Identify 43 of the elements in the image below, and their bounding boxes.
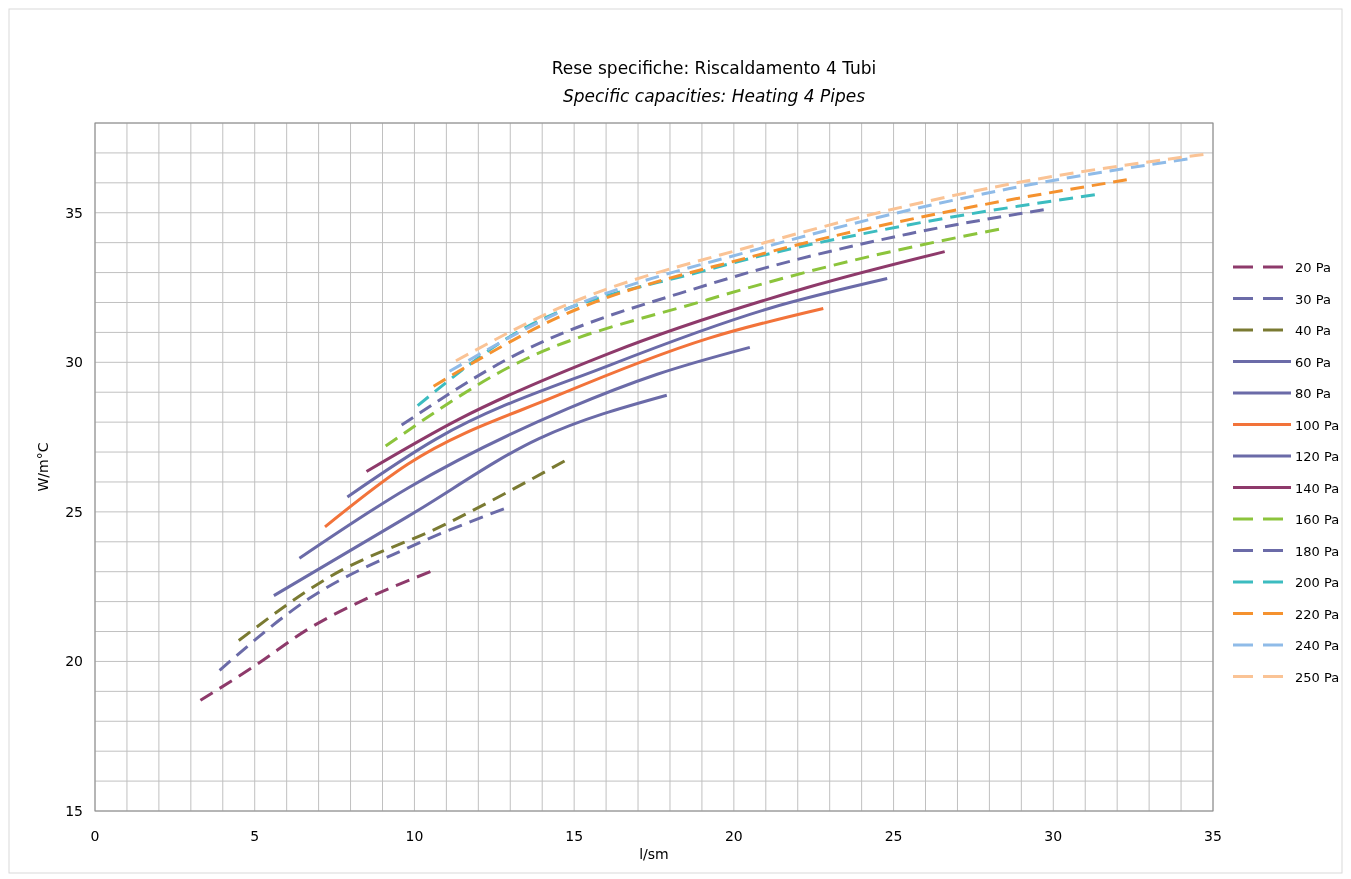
line-series (365, 250, 947, 473)
line-series (384, 227, 1001, 448)
legend-label: 30 Pa (1295, 291, 1331, 307)
legend-label: 140 Pa (1295, 480, 1340, 496)
x-tick-label: 15 (565, 828, 584, 844)
x-tick-label: 5 (250, 828, 260, 844)
legend-label: 240 Pa (1295, 638, 1340, 653)
line-series (416, 193, 1097, 408)
x-tick-label: 25 (884, 828, 903, 844)
line-series (345, 277, 889, 499)
line-series (432, 178, 1129, 388)
line-series (297, 345, 752, 560)
y-tick-label: 20 (65, 653, 83, 670)
x-axis-title: l/sm (639, 846, 669, 862)
legend-label: 20 Pa (1295, 260, 1331, 275)
x-tick-label: 20 (724, 828, 743, 844)
legend-label: 160 Pa (1295, 512, 1340, 527)
legend-label: 60 Pa (1295, 354, 1331, 370)
line-series (218, 507, 506, 672)
y-tick-label: 25 (65, 503, 83, 520)
x-tick-label: 0 (90, 828, 100, 844)
line-series (323, 306, 825, 529)
legend-label: 200 Pa (1295, 575, 1340, 590)
line-series (272, 393, 669, 598)
chart-subtitle: Specific capacities: Heating 4 Pipes (562, 86, 866, 106)
y-tick-label: 35 (65, 204, 83, 221)
legend-label: 40 Pa (1295, 323, 1331, 338)
x-tick-label: 35 (1204, 828, 1222, 844)
legend-label: 120 Pa (1295, 449, 1340, 464)
y-tick-label: 30 (65, 354, 83, 371)
y-tick-label: 15 (65, 803, 83, 819)
chart-title: Rese specifiche: Riscaldamento 4 Tubi (551, 58, 877, 78)
line-series (237, 459, 567, 642)
x-tick-label: 10 (405, 828, 424, 844)
x-tick-label: 30 (1044, 828, 1063, 844)
line-series (198, 570, 432, 702)
legend-label: 100 Pa (1295, 417, 1340, 433)
line-series (400, 208, 1046, 427)
legend-label: 80 Pa (1295, 386, 1331, 401)
legend-label: 250 Pa (1295, 669, 1340, 685)
y-axis-title: W/m°C (35, 442, 51, 492)
legend-label: 220 Pa (1295, 606, 1340, 622)
legend-label: 180 Pa (1295, 543, 1340, 559)
